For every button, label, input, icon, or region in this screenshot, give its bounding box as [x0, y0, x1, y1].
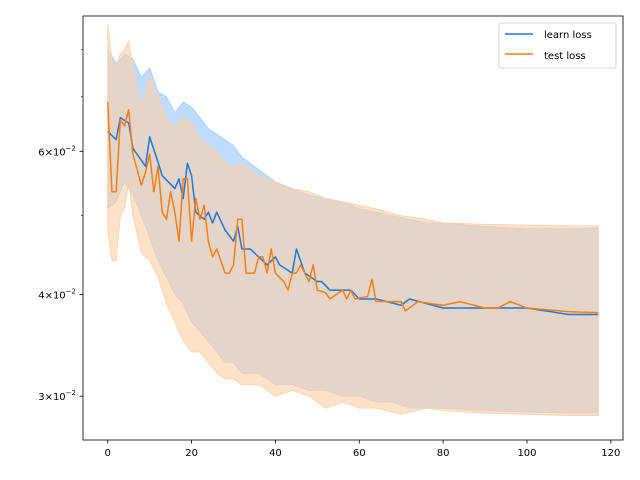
x-tick-label: 40 [269, 448, 282, 459]
x-tick-label: 80 [437, 448, 450, 459]
y-tick-label: 4×10−2 [38, 288, 76, 302]
y-tick-label: 6×10−2 [38, 144, 76, 158]
x-tick-label: 20 [185, 448, 198, 459]
series-lines [106, 101, 599, 316]
legend-label-learn-loss: learn loss [544, 30, 592, 41]
x-tick-label: 100 [517, 448, 536, 459]
x-axis-ticks: 0 20 40 60 80 100 120 [105, 440, 620, 459]
learn-loss-line [107, 116, 599, 316]
x-tick-label: 0 [105, 448, 111, 459]
x-tick-label: 120 [601, 448, 620, 459]
uncertainty-bands [107, 24, 599, 416]
test-loss-line [106, 101, 599, 314]
test-loss-band [107, 24, 599, 416]
axes-frame [82, 15, 624, 441]
axes-border [82, 15, 624, 441]
legend: learn loss test loss [498, 22, 617, 69]
y-tick-label: 3×10−2 [38, 389, 76, 403]
x-tick-label: 60 [353, 448, 366, 459]
legend-label-test-loss: test loss [544, 51, 586, 62]
y-axis-ticks: 3×10−2 4×10−2 6×10−2 [38, 49, 83, 403]
